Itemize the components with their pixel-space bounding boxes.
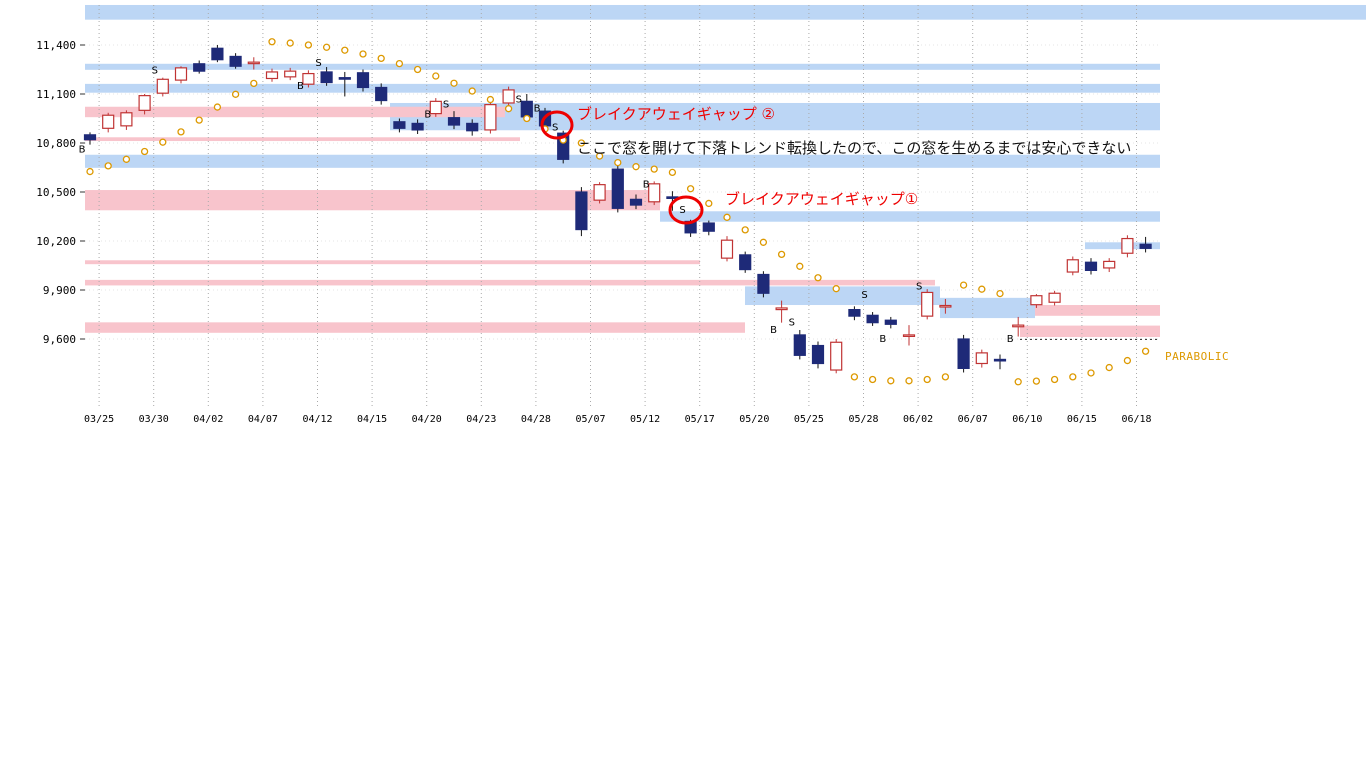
svg-text:S: S bbox=[315, 58, 321, 69]
svg-text:S: S bbox=[443, 100, 449, 111]
svg-text:03/30: 03/30 bbox=[139, 414, 169, 425]
svg-text:S: S bbox=[916, 282, 922, 293]
svg-text:06/15: 06/15 bbox=[1067, 414, 1097, 425]
svg-text:10,500: 10,500 bbox=[36, 186, 76, 199]
svg-text:04/28: 04/28 bbox=[521, 414, 551, 425]
svg-text:05/17: 05/17 bbox=[685, 414, 715, 425]
svg-text:11,100: 11,100 bbox=[36, 88, 76, 101]
svg-text:B: B bbox=[643, 180, 650, 191]
svg-text:S: S bbox=[679, 205, 685, 216]
svg-text:04/12: 04/12 bbox=[302, 414, 332, 425]
svg-text:06/07: 06/07 bbox=[958, 414, 988, 425]
parabolic-indicator-label: PARABOLIC bbox=[1165, 350, 1230, 363]
svg-text:B: B bbox=[770, 325, 777, 336]
annotation-gap-note: ここで窓を開けて下落トレンド転換したので、この窓を生めるまでは安心できない bbox=[577, 139, 1132, 157]
svg-text:06/18: 06/18 bbox=[1121, 414, 1151, 425]
svg-text:06/02: 06/02 bbox=[903, 414, 933, 425]
svg-text:06/10: 06/10 bbox=[1012, 414, 1042, 425]
svg-text:04/20: 04/20 bbox=[412, 414, 442, 425]
svg-text:S: S bbox=[516, 95, 522, 106]
svg-text:10,800: 10,800 bbox=[36, 137, 76, 150]
svg-text:B: B bbox=[79, 145, 86, 156]
svg-text:B: B bbox=[424, 109, 431, 120]
svg-text:B: B bbox=[879, 334, 886, 345]
svg-text:05/28: 05/28 bbox=[848, 414, 878, 425]
svg-text:9,600: 9,600 bbox=[43, 333, 76, 346]
svg-text:10,200: 10,200 bbox=[36, 235, 76, 248]
svg-text:9,900: 9,900 bbox=[43, 284, 76, 297]
svg-text:B: B bbox=[297, 81, 304, 92]
annotation-breakaway-gap-1: ブレイクアウェイギャップ① bbox=[725, 190, 919, 208]
svg-text:04/23: 04/23 bbox=[466, 414, 496, 425]
svg-text:05/07: 05/07 bbox=[575, 414, 605, 425]
svg-text:S: S bbox=[552, 122, 558, 133]
svg-text:04/07: 04/07 bbox=[248, 414, 278, 425]
svg-text:B: B bbox=[534, 104, 541, 115]
svg-text:05/25: 05/25 bbox=[794, 414, 824, 425]
svg-text:S: S bbox=[789, 318, 795, 329]
svg-text:05/20: 05/20 bbox=[739, 414, 769, 425]
svg-text:05/12: 05/12 bbox=[630, 414, 660, 425]
svg-text:S: S bbox=[861, 290, 867, 301]
svg-text:11,400: 11,400 bbox=[36, 39, 76, 52]
svg-text:03/25: 03/25 bbox=[84, 414, 114, 425]
svg-text:04/15: 04/15 bbox=[357, 414, 387, 425]
annotation-breakaway-gap-2: ブレイクアウェイギャップ ② bbox=[577, 105, 775, 123]
svg-text:S: S bbox=[152, 65, 158, 76]
svg-text:B: B bbox=[1007, 334, 1014, 345]
svg-text:04/02: 04/02 bbox=[193, 414, 223, 425]
